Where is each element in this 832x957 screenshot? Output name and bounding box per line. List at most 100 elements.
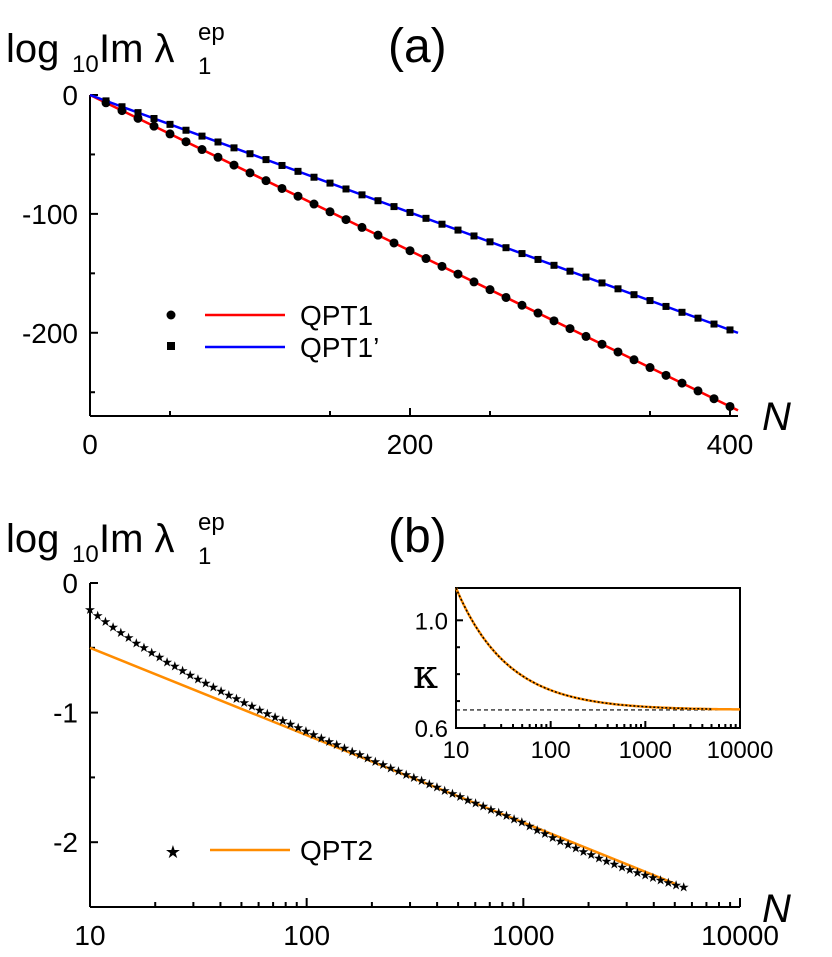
- panel-b-point-star: ★: [192, 672, 204, 687]
- panel-b-point-star: ★: [246, 700, 258, 715]
- panel-a-point-square: [470, 232, 478, 240]
- panel-a-point-square: [598, 279, 606, 287]
- panel-b-point-star: ★: [662, 876, 674, 891]
- panel-b-axes: [89, 583, 740, 908]
- panel-b-point-star: ★: [362, 752, 374, 767]
- inset-points: [455, 587, 712, 710]
- panel-b-x-tick-label: 100: [283, 920, 330, 951]
- panel-b-point-star: ★: [262, 707, 274, 722]
- legend-qpt1p-marker: [167, 342, 175, 350]
- panel-b-point-star: ★: [439, 784, 451, 799]
- panel-a-point-circle: [453, 269, 463, 279]
- panel-b-point-star: ★: [508, 812, 520, 827]
- panel-b-point-star: ★: [339, 742, 351, 757]
- panel-a-point-circle: [709, 394, 719, 404]
- panel-b-point-star: ★: [470, 797, 482, 812]
- panel-a-point-square: [550, 261, 558, 269]
- panel-a-point-square: [614, 285, 622, 293]
- panel-a-point-circle: [597, 339, 607, 349]
- panel-b-point-star: ★: [138, 641, 150, 656]
- panel-a-point-circle: [581, 331, 591, 341]
- panel-a-point-square: [294, 167, 302, 175]
- panel-a-ylabel-prefix: log: [6, 27, 59, 71]
- panel-a-point-circle: [181, 137, 191, 147]
- panel-a-y-tick-label: -100: [22, 199, 78, 230]
- panel-b-y-tick-label: 0: [62, 568, 78, 599]
- panel-b-point-star: ★: [177, 664, 189, 679]
- panel-b-point-star: ★: [115, 626, 127, 641]
- panel-a-ylabel-main: Im λ: [99, 27, 175, 71]
- panel-a-point-circle: [469, 277, 479, 287]
- panel-b-point-star: ★: [200, 677, 212, 692]
- panel-a-label: (a): [388, 20, 447, 73]
- panel-a-point-square: [118, 103, 126, 111]
- panel-a-y-tick-label: 0: [62, 80, 78, 111]
- panel-a-point-square: [102, 97, 110, 105]
- panel-b-point-star: ★: [161, 655, 173, 670]
- panel-b-x-tick-label: 1000: [492, 920, 554, 951]
- panel-b-point-star: ★: [493, 806, 505, 821]
- panel-b-point-star: ★: [146, 646, 158, 661]
- panel-b-point-star: ★: [184, 668, 196, 683]
- panel-a-y-tick-label: -200: [22, 318, 78, 349]
- panel-a-point-circle: [645, 363, 655, 373]
- panel-b-ylabel-sub: 10: [72, 541, 99, 568]
- panel-b-ylabel-main: Im λ: [99, 517, 175, 561]
- panel-a-point-square: [518, 250, 526, 258]
- panel-b-point-star: ★: [609, 857, 621, 872]
- panel-b-point-star: ★: [562, 838, 574, 853]
- panel-b-point-star: ★: [346, 745, 358, 760]
- panel-a-point-square: [630, 291, 638, 299]
- panel-a-point-circle: [421, 254, 431, 264]
- panel-b-point-star: ★: [269, 711, 281, 726]
- panel-b-y-tick-label: -2: [53, 827, 78, 858]
- panel-a-point-circle: [613, 347, 623, 357]
- panel-b-x-tick-label: 10: [74, 920, 105, 951]
- panel-a-point-circle: [501, 292, 511, 302]
- panel-b-point-star: ★: [100, 615, 112, 630]
- panel-b-ylabel: log 10 Im λ ep 1: [6, 509, 225, 570]
- panel-a-point-square: [326, 179, 334, 187]
- legend-qpt1p-label: QPT1’: [300, 332, 379, 363]
- panel-b-point-star: ★: [624, 863, 636, 878]
- panel-a-point-circle: [725, 401, 735, 411]
- panel-a-point-circle: [245, 168, 255, 178]
- panel-b-point-star: ★: [254, 703, 266, 718]
- panel-b-point-star: ★: [632, 866, 644, 881]
- panel-b-point-star: ★: [547, 831, 559, 846]
- panel-b-point-star: ★: [277, 714, 289, 729]
- panel-a-point-circle: [677, 378, 687, 388]
- panel-a-point-square: [230, 144, 238, 152]
- panel-a-point-circle: [149, 121, 159, 131]
- panel-b-y-tick-label: -1: [53, 698, 78, 729]
- panel-a-point-square: [166, 120, 174, 128]
- panel-a-point-square: [710, 320, 718, 328]
- inset-x-tick-label: 1000: [619, 737, 672, 764]
- panel-a-point-circle: [405, 246, 415, 256]
- panel-a-point-square: [262, 156, 270, 164]
- panel-a-point-square: [150, 114, 158, 122]
- panel-a-point-square: [534, 255, 542, 263]
- panel-a-point-square: [406, 208, 414, 216]
- panel-a-point-square: [726, 326, 734, 334]
- panel-a-point-circle: [661, 370, 671, 380]
- panel-b-point-star: ★: [400, 768, 412, 783]
- inset-x-tick-label: 10000: [707, 737, 774, 764]
- panel-b-point-star: ★: [308, 728, 320, 743]
- panel-b-point-star: ★: [531, 823, 543, 838]
- panel-a-point-square: [662, 302, 670, 310]
- panel-a-point-square: [582, 273, 590, 281]
- panel-b-point-star: ★: [570, 842, 582, 857]
- panel-b-point-star: ★: [585, 848, 597, 863]
- inset-y-tick-label: 1.0: [415, 608, 448, 635]
- inset-ticks: 10 100 1000 10000 0.6 1.0: [415, 608, 774, 764]
- panel-a-ylabel-sub2: 1: [198, 53, 211, 80]
- panel-a-x-tick-label: 0: [82, 429, 98, 460]
- panel-a-point-circle: [693, 386, 703, 396]
- panel-b-point-star: ★: [84, 603, 96, 618]
- panel-b-point-star: ★: [431, 781, 443, 796]
- panel-b-point-star: ★: [331, 738, 343, 753]
- panel-b-point-star: ★: [647, 871, 659, 886]
- panel-b-label: (b): [388, 510, 447, 563]
